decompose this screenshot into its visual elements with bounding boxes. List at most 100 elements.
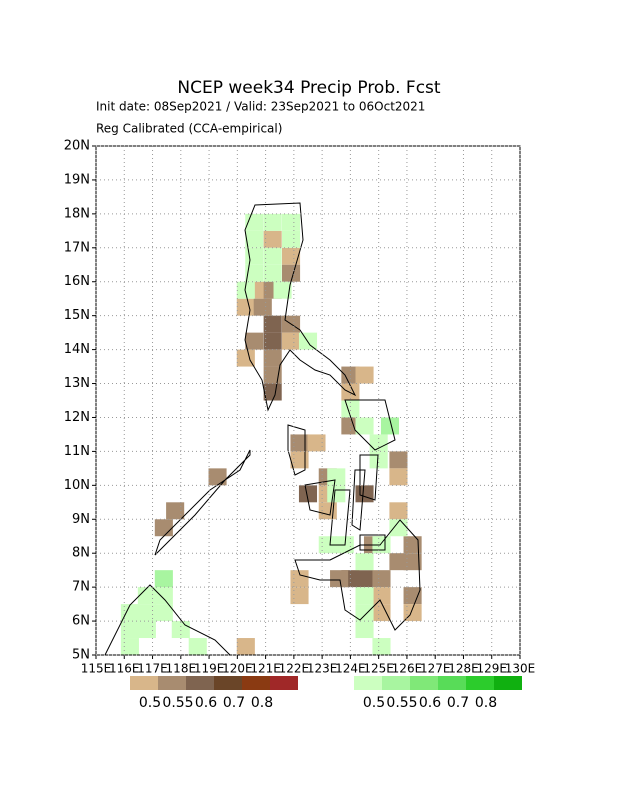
x-tick-label: 127E <box>420 662 451 676</box>
x-tick-label: 130E <box>505 662 536 676</box>
dry-cell <box>236 298 255 316</box>
wet-cell <box>120 621 139 639</box>
x-tick-label: 124E <box>335 662 366 676</box>
wet-cell <box>137 621 156 639</box>
x-tick-label: 122E <box>279 662 310 676</box>
dry-colorbar-box <box>130 676 158 690</box>
dry-cell <box>341 383 360 401</box>
dry-colorbar-box <box>270 676 298 690</box>
wet-cell <box>369 451 388 469</box>
y-tick-label: 12N <box>64 410 90 425</box>
x-tick-label: 128E <box>448 662 479 676</box>
y-tick-label: 14N <box>64 342 90 357</box>
coast-mindanao <box>294 519 421 631</box>
y-tick-label: 11N <box>64 444 90 459</box>
dry-cell <box>403 553 422 571</box>
dry-cell <box>403 536 422 554</box>
wet-colorbar-box <box>438 676 466 690</box>
dry-cell <box>389 553 408 571</box>
wet-cell <box>120 638 139 655</box>
wet-colorbar-box <box>410 676 438 690</box>
y-tick-label: 16N <box>64 274 90 289</box>
wet-cell <box>154 587 173 605</box>
wet-colorbar-label: 0.6 <box>419 695 441 711</box>
dry-colorbar-label: 0.7 <box>223 695 245 711</box>
y-tick-label: 18N <box>64 206 90 221</box>
dry-cell <box>263 383 282 401</box>
wet-colorbar-box <box>382 676 410 690</box>
dry-cell <box>263 230 282 248</box>
dry-cell <box>263 315 282 333</box>
wet-cell <box>273 281 292 299</box>
y-tick-label: 9N <box>72 512 90 527</box>
wet-cell <box>154 570 173 588</box>
dry-colorbar-label: 0.6 <box>195 695 217 711</box>
dry-colorbar-box <box>214 676 242 690</box>
x-tick-label: 116E <box>109 662 140 676</box>
wet-cell <box>263 264 282 282</box>
dry-cell <box>281 264 301 282</box>
dry-colorbar-box <box>242 676 270 690</box>
wet-colorbar-label: 0.8 <box>475 695 497 711</box>
coast-cebu <box>351 469 366 531</box>
dry-colorbar-label: 0.55 <box>162 695 193 711</box>
dry-cell <box>263 349 282 367</box>
dry-cell <box>208 468 227 486</box>
y-tick-label: 20N <box>64 139 90 154</box>
wet-cell <box>245 264 264 282</box>
dry-cell <box>330 570 349 588</box>
wet-cell <box>380 417 400 435</box>
dry-cell <box>253 298 272 316</box>
wet-cell <box>372 638 391 655</box>
wet-cell <box>245 230 264 248</box>
dry-cell <box>166 502 185 520</box>
wet-cell <box>355 621 374 639</box>
wet-cell <box>171 621 190 639</box>
wet-colorbar-box <box>494 676 522 690</box>
coast-panay <box>304 479 336 516</box>
dry-cell <box>341 366 360 384</box>
dry-cell <box>290 451 309 469</box>
coastline <box>104 202 421 656</box>
wet-cell <box>341 400 360 418</box>
dry-colorbar-box <box>158 676 186 690</box>
dry-colorbar-box <box>186 676 214 690</box>
y-tick-label: 13N <box>64 376 90 391</box>
y-tick-label: 15N <box>64 308 90 323</box>
dry-cell <box>389 451 408 469</box>
wet-cell <box>327 485 346 503</box>
coast-palawan <box>154 449 251 556</box>
wet-cell <box>137 587 156 605</box>
chart-title: NCEP week34 Precip Prob. Fcst <box>177 78 441 98</box>
dry-cell <box>307 434 326 452</box>
x-tick-label: 119E <box>194 662 225 676</box>
coast-negros <box>329 489 351 546</box>
x-tick-label: 117E <box>137 662 168 676</box>
cells <box>120 213 422 655</box>
dry-cell <box>389 502 408 520</box>
coast-mindoro <box>287 424 306 476</box>
dry-colorbar-label: 0.5 <box>139 695 161 711</box>
y-tick-label: 8N <box>72 546 90 561</box>
wet-cell <box>327 468 346 486</box>
y-tick-label: 19N <box>64 172 90 187</box>
wet-colorbar-box <box>354 676 382 690</box>
dry-cell <box>290 434 309 452</box>
wet-colorbar-label: 0.5 <box>363 695 385 711</box>
subtitle: Init date: 08Sep2021 / Valid: 23Sep2021 … <box>96 100 425 114</box>
wet-cell <box>188 638 207 655</box>
wet-cell <box>355 604 374 622</box>
dry-cell <box>372 604 391 622</box>
dry-cell <box>355 485 374 503</box>
dry-cell <box>281 247 301 265</box>
wet-cell <box>355 553 374 571</box>
dry-cell <box>389 468 408 486</box>
wet-cell <box>281 230 301 248</box>
coast-samar <box>344 399 396 451</box>
wet-cell <box>355 587 374 605</box>
wet-cell <box>263 247 282 265</box>
dry-colorbar-label: 0.8 <box>251 695 273 711</box>
x-tick-label: 120E <box>222 662 253 676</box>
wet-cell <box>263 213 282 231</box>
coast-luzon <box>244 202 357 412</box>
